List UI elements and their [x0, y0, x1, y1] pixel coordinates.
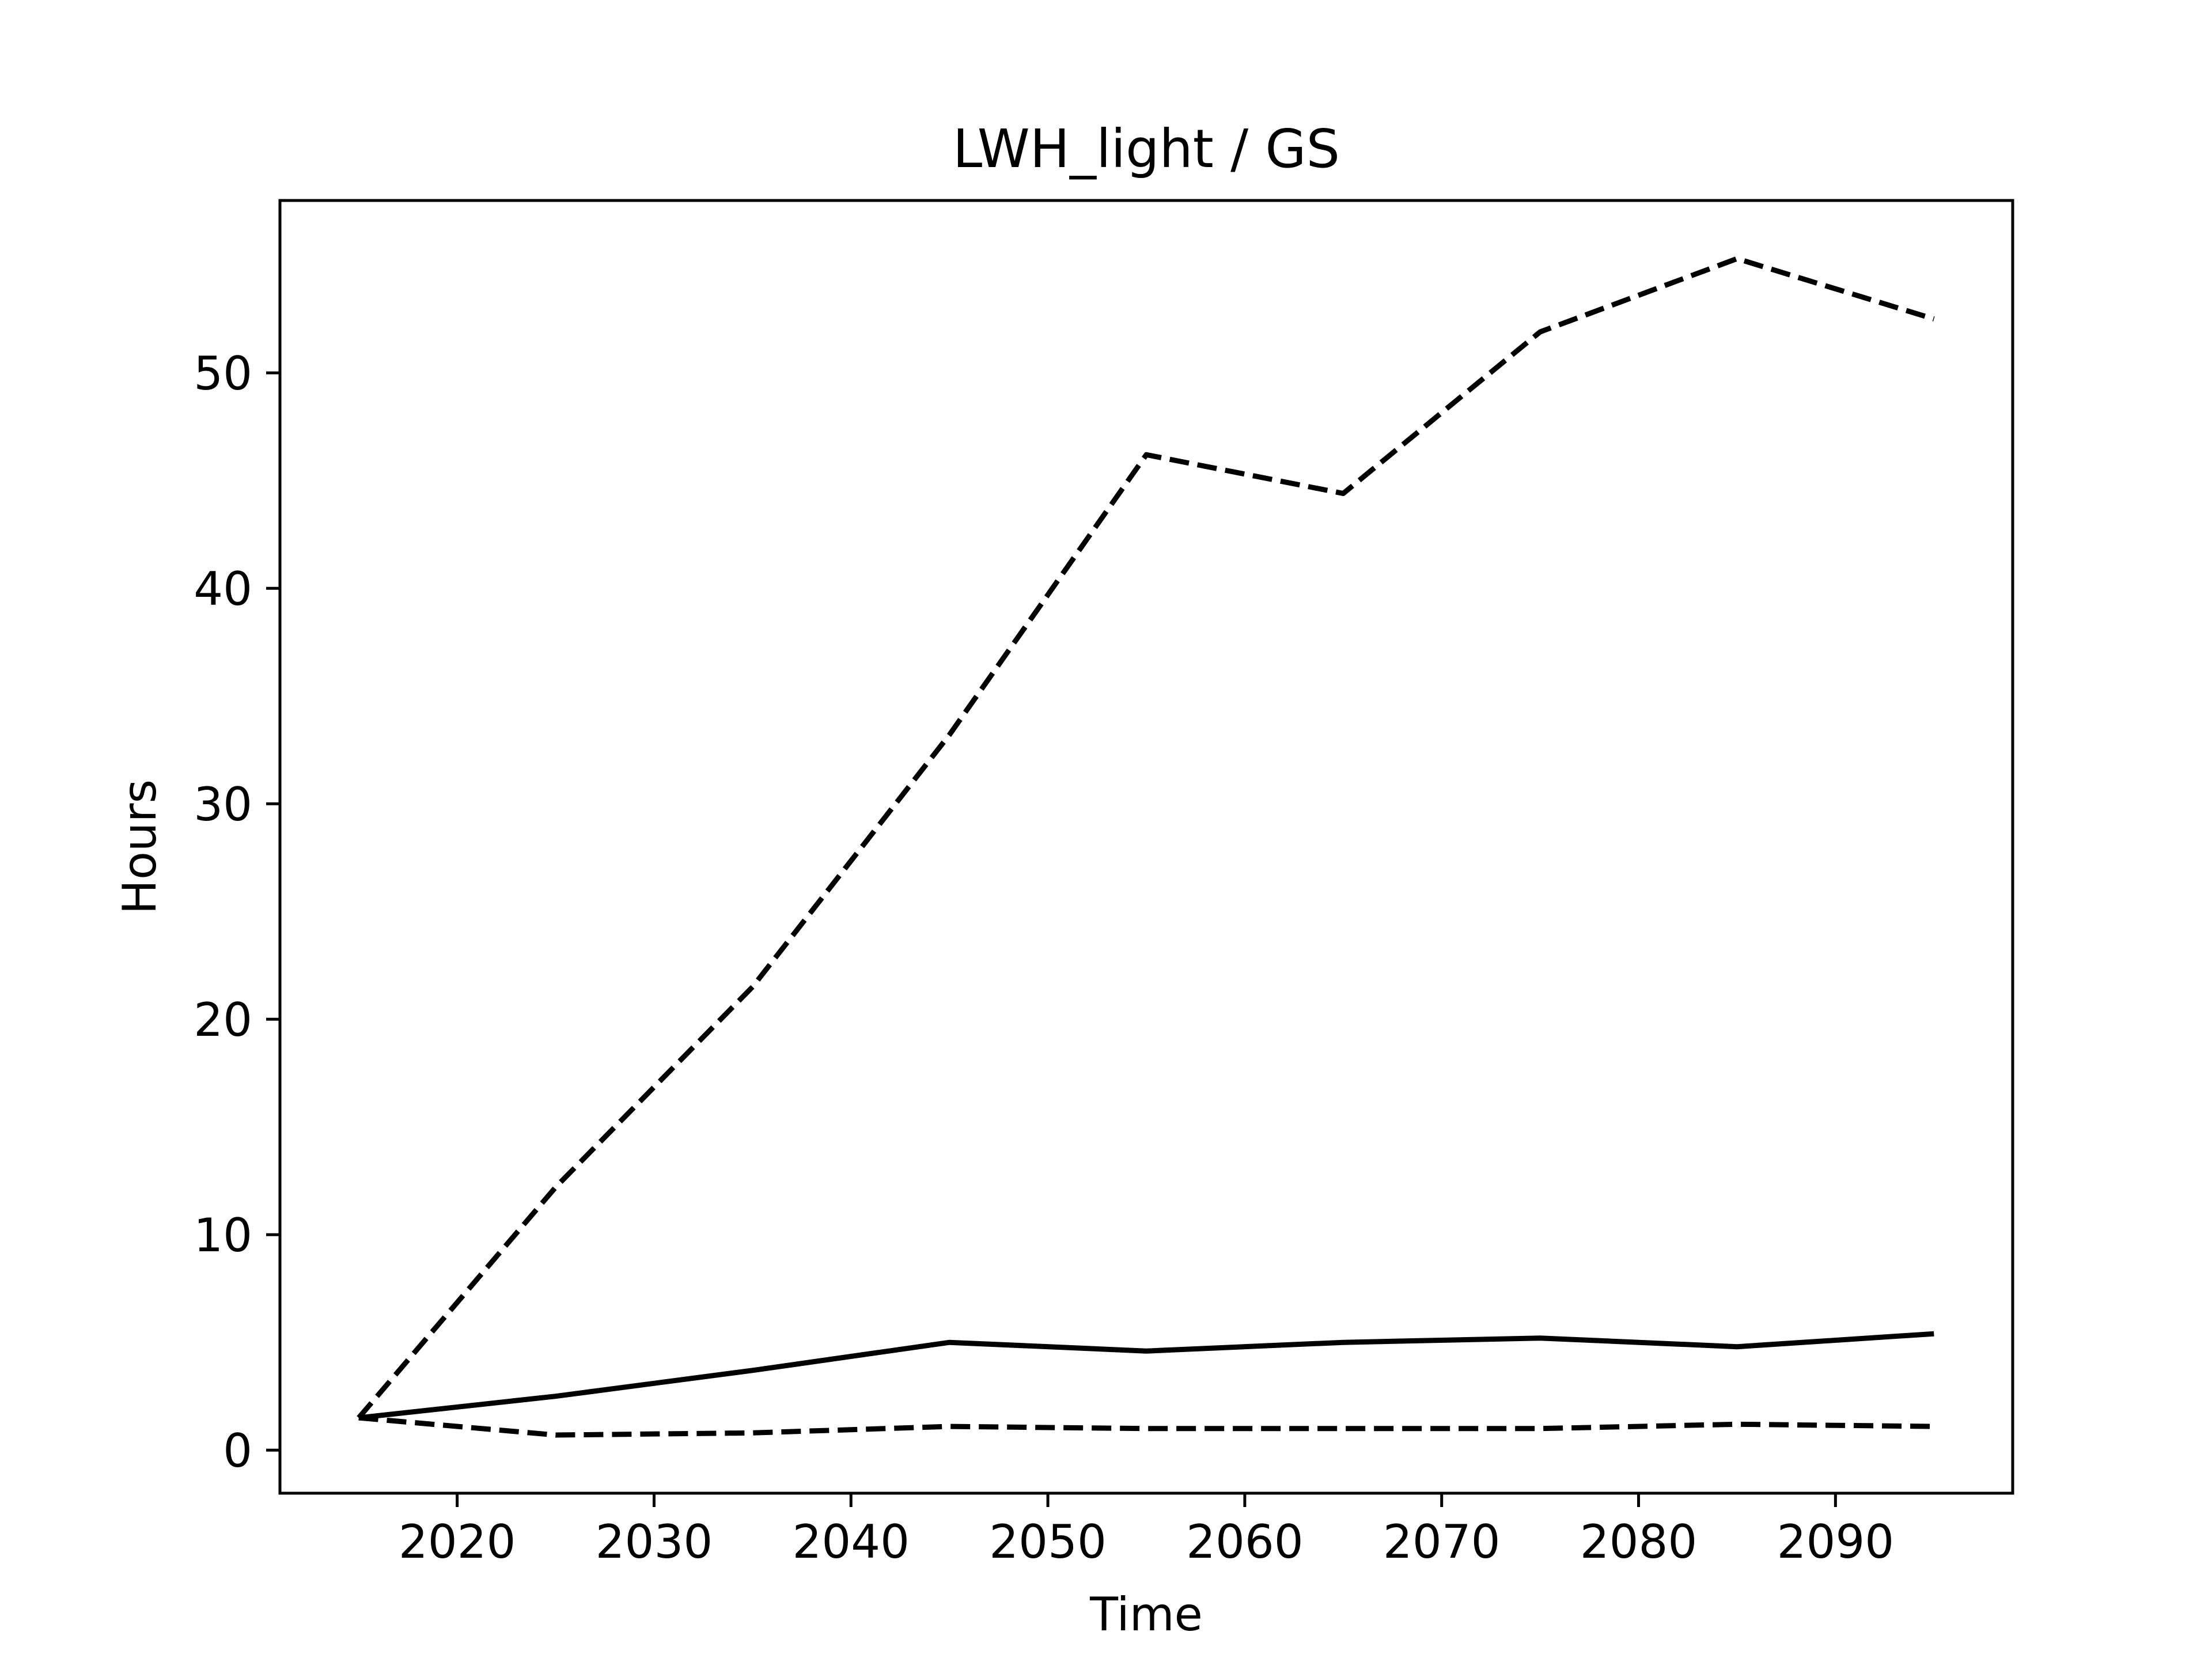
y-tick-label: 10 — [194, 1209, 252, 1262]
y-tick-label: 0 — [223, 1424, 252, 1478]
series-layer — [357, 256, 1935, 1438]
series-line-1-dashed — [357, 256, 1935, 1420]
x-tick-label: 2040 — [792, 1515, 910, 1569]
series-line-3-dashed — [358, 1415, 1934, 1438]
x-axis-label: Time — [1089, 1588, 1203, 1641]
series-line-2-solid — [358, 1331, 1934, 1421]
y-axis-label: Hours — [113, 779, 166, 914]
x-tick-label: 2020 — [399, 1515, 516, 1569]
x-tick-label: 2080 — [1580, 1515, 1698, 1569]
x-tick-label: 2050 — [989, 1515, 1107, 1569]
chart-title: LWH_light / GS — [953, 118, 1340, 180]
x-tick-label: 2060 — [1186, 1515, 1304, 1569]
y-tick-label: 50 — [194, 347, 252, 400]
x-axis-ticks: 2020 2030 2040 2050 2060 2070 2080 2090 — [399, 1493, 1894, 1569]
plot-area-frame — [278, 199, 2014, 1495]
x-tick-label: 2090 — [1777, 1515, 1895, 1569]
y-tick-label: 30 — [194, 778, 252, 831]
y-axis-ticks: 0 10 20 30 40 50 — [194, 347, 280, 1478]
x-tick-label: 2070 — [1383, 1515, 1501, 1569]
x-tick-label: 2030 — [596, 1515, 713, 1569]
y-tick-label: 20 — [194, 993, 252, 1047]
y-tick-label: 40 — [194, 562, 252, 616]
